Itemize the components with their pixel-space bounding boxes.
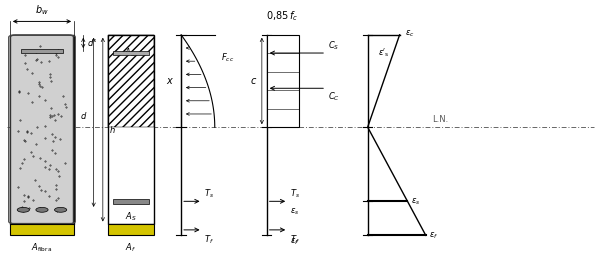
Text: $C_C$: $C_C$ [328, 90, 340, 103]
Bar [21, 49, 63, 53]
Bar [113, 199, 149, 204]
Text: $0{,}85\,f_c$: $0{,}85\,f_c$ [267, 9, 299, 23]
Bar [10, 35, 74, 225]
Text: $h$: $h$ [109, 124, 116, 135]
Text: $\varepsilon_s$: $\varepsilon_s$ [290, 207, 300, 217]
Bar [113, 51, 149, 56]
Text: $c$: $c$ [250, 76, 257, 86]
Circle shape [55, 207, 67, 212]
Text: $\varepsilon_f$: $\varepsilon_f$ [430, 230, 439, 241]
Text: $x$: $x$ [166, 76, 174, 86]
Text: $T_s$: $T_s$ [290, 188, 300, 200]
Text: $\varepsilon_c$: $\varepsilon_c$ [405, 29, 414, 39]
Text: $b_w$: $b_w$ [35, 3, 49, 17]
Text: $A_f$: $A_f$ [125, 241, 136, 254]
Bar [108, 35, 154, 225]
Text: $T_s$: $T_s$ [204, 188, 215, 200]
Bar [108, 225, 154, 235]
Text: $A_{S'}$: $A_{S'}$ [124, 47, 137, 59]
Text: $d'$: $d'$ [87, 37, 96, 48]
Text: $T_f$: $T_f$ [204, 233, 215, 246]
Circle shape [36, 207, 48, 212]
FancyBboxPatch shape [10, 35, 74, 224]
Text: $A_{\rm fibra}$: $A_{\rm fibra}$ [31, 241, 53, 254]
Bar [108, 35, 154, 127]
Text: $A_S$: $A_S$ [125, 210, 137, 223]
Text: $\varepsilon_s$: $\varepsilon_s$ [411, 196, 421, 207]
Text: L.N.: L.N. [432, 114, 448, 124]
Bar [267, 35, 299, 127]
Bar [10, 225, 74, 235]
Text: $T_f$: $T_f$ [290, 233, 300, 246]
Circle shape [17, 207, 29, 212]
Text: $\varepsilon_f$: $\varepsilon_f$ [290, 237, 299, 247]
Text: $C_S$: $C_S$ [328, 39, 340, 51]
Text: $\varepsilon'_{\rm s}$: $\varepsilon'_{\rm s}$ [378, 47, 389, 59]
Text: $d$: $d$ [80, 110, 88, 121]
Text: $F_{cc}$: $F_{cc}$ [221, 52, 234, 64]
